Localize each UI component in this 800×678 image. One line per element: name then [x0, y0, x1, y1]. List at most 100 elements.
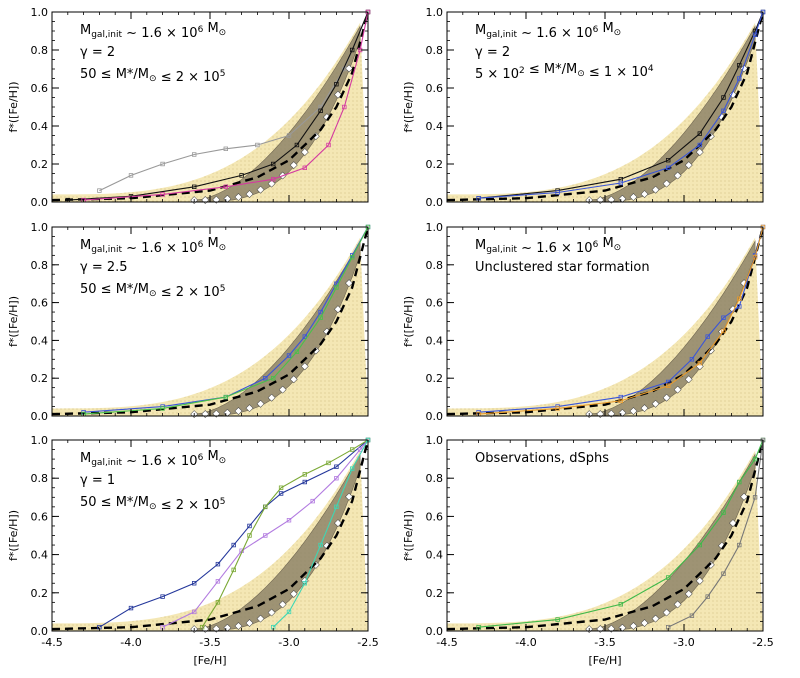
data-point — [318, 315, 323, 320]
y-tick-label: 0.6 — [31, 82, 49, 95]
diamond-marker — [245, 619, 254, 627]
series-line — [446, 439, 765, 631]
y-tick-label: 0.0 — [426, 196, 444, 209]
y-tick-label: 0.6 — [426, 510, 444, 523]
data-point — [555, 406, 560, 411]
x-tick-label: -3.0 — [673, 636, 694, 649]
data-point — [342, 104, 347, 110]
data-point — [302, 334, 307, 339]
diamond-marker — [278, 385, 287, 394]
diamond-marker — [267, 608, 276, 617]
data-point — [666, 383, 671, 388]
series-line — [478, 11, 764, 199]
series-line — [83, 11, 369, 201]
diamond-marker — [651, 614, 660, 623]
series-line — [478, 226, 764, 413]
data-point — [349, 447, 355, 452]
data-point — [737, 63, 742, 68]
y-tick-label: 0.8 — [426, 472, 444, 485]
panel-2: 0.0 0.2 0.4 0.6 0.8 1.0 f*([Fe/H]) Mgal,init ~ … — [402, 6, 766, 209]
series-line — [478, 11, 764, 199]
data-point — [199, 624, 205, 630]
data-point — [721, 315, 726, 320]
data-point — [737, 76, 742, 81]
y-tick-label: 0.8 — [31, 44, 49, 57]
y-tick-label: 0.4 — [426, 120, 444, 133]
y-tick-label: 0.8 — [426, 259, 444, 272]
diamond-marker — [662, 393, 671, 402]
data-point — [666, 165, 671, 170]
data-point — [618, 398, 623, 404]
annotation-line: 5 × 102 ≤ M*/M⊙ ≤ 1 × 104 — [475, 62, 654, 82]
y-axis-label: f*([Fe/H]) — [7, 81, 20, 132]
data-point — [721, 108, 726, 113]
data-point — [318, 309, 323, 315]
y-tick-label: 0.0 — [426, 625, 444, 638]
data-point — [697, 360, 702, 366]
annotation-line: γ = 1 — [80, 473, 115, 488]
diamond-marker — [300, 362, 309, 371]
data-point — [294, 142, 300, 148]
data-point — [334, 464, 339, 469]
diamond-marker — [212, 195, 221, 204]
annotation-line: γ = 2 — [80, 45, 115, 60]
data-point — [689, 613, 695, 618]
data-point — [737, 542, 742, 548]
data-point — [618, 602, 623, 607]
annotation-line: Mgal,init ~ 1.6 × 106 M⊙ — [80, 449, 226, 469]
data-point — [618, 180, 623, 186]
data-point — [555, 617, 560, 622]
diamond-marker — [334, 305, 342, 314]
data-point — [223, 394, 228, 400]
x-axis-label: [Fe/H] — [588, 654, 621, 667]
series-line — [478, 226, 764, 415]
diamond-marker — [278, 600, 287, 609]
diamond-marker — [289, 590, 298, 598]
data-point — [752, 456, 758, 462]
annotation-line: Mgal,init ~ 1.6 × 106 M⊙ — [475, 236, 621, 256]
data-point — [705, 594, 710, 599]
data-point — [721, 328, 726, 334]
data-point — [270, 161, 276, 167]
series-line — [51, 11, 370, 202]
data-point — [215, 579, 221, 584]
data-point — [247, 523, 252, 529]
data-point — [689, 357, 695, 362]
annotation-line: Mgal,init ~ 1.6 × 106 M⊙ — [475, 21, 621, 41]
y-tick-label: 0.2 — [426, 587, 444, 600]
data-point — [239, 173, 244, 178]
data-point — [302, 581, 307, 586]
diamond-marker — [629, 193, 638, 201]
y-tick-label: 1.0 — [31, 221, 49, 234]
diamond-marker — [256, 399, 265, 408]
annotation-line: 50 ≤ M*/M⊙ ≤ 2 × 105 — [80, 495, 225, 513]
data-point — [231, 567, 236, 573]
data-point — [278, 485, 284, 490]
data-point — [215, 561, 221, 567]
series-line — [446, 11, 765, 202]
series-line — [99, 439, 369, 628]
data-point — [191, 581, 197, 586]
data-point — [310, 498, 315, 504]
y-tick-label: 0.2 — [31, 158, 49, 171]
diamond-marker — [234, 407, 243, 415]
data-point — [286, 353, 292, 358]
data-point — [302, 165, 307, 170]
data-point — [294, 349, 300, 354]
data-point — [334, 475, 339, 481]
diamond-marker — [729, 519, 737, 528]
data-point — [97, 188, 102, 193]
diamond-marker — [289, 161, 298, 170]
y-tick-label: 0.4 — [31, 549, 49, 562]
series-line — [51, 439, 370, 631]
y-tick-label: 0.6 — [31, 510, 49, 523]
data-point — [278, 491, 284, 496]
y-tick-label: 0.2 — [31, 372, 49, 385]
x-tick-label: -3.0 — [278, 636, 299, 649]
diamond-marker — [684, 161, 693, 170]
annotation-line: γ = 2 — [475, 45, 510, 60]
annotation-line: Observations, dSphs — [475, 451, 609, 466]
data-point — [160, 161, 165, 167]
annotation-line: 50 ≤ M*/M⊙ ≤ 2 × 105 — [80, 282, 225, 300]
